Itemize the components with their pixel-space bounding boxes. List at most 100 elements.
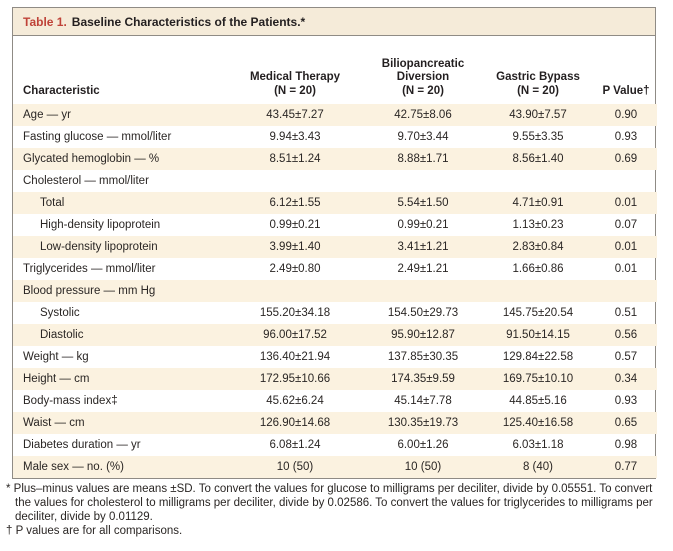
table-row: Total 6.12±1.55 5.54±1.50 4.71±0.91 0.01 bbox=[13, 192, 657, 214]
cell-gastric-bypass: 44.85±5.16 bbox=[509, 395, 567, 407]
cell-medical-therapy: 155.20±34.18 bbox=[259, 307, 331, 319]
table-row: Age — yr 43.45±7.27 42.75±8.06 43.90±7.57 0.… bbox=[13, 104, 657, 126]
cell-p-value: 0.98 bbox=[614, 439, 638, 451]
cell-gastric-bypass bbox=[481, 280, 595, 302]
cell-biliopancreatic-diversion: 95.90±12.87 bbox=[391, 329, 455, 341]
column-header-characteristic: Characteristic bbox=[23, 84, 100, 97]
table-row: Glycated hemoglobin — % 8.51±1.24 8.88±1.7… bbox=[13, 148, 657, 170]
cell-p-value: 0.69 bbox=[614, 153, 638, 165]
row-label: Weight — kg bbox=[23, 351, 89, 363]
row-label: Waist — cm bbox=[23, 417, 85, 429]
cell-gastric-bypass: 6.03±1.18 bbox=[512, 439, 564, 451]
cell-biliopancreatic-diversion: 6.00±1.26 bbox=[397, 439, 449, 451]
cell-medical-therapy: 3.99±1.40 bbox=[269, 241, 321, 253]
cell-medical-therapy: 6.12±1.55 bbox=[269, 197, 321, 209]
row-label: Blood pressure — mm Hg bbox=[23, 285, 156, 297]
cell-medical-therapy: 136.40±21.94 bbox=[259, 351, 331, 363]
cell-gastric-bypass: 1.13±0.23 bbox=[512, 219, 564, 231]
cell-medical-therapy bbox=[225, 280, 365, 302]
cell-p-value: 0.57 bbox=[614, 351, 638, 363]
footnote: * Plus–minus values are means ±SD. To co… bbox=[6, 483, 653, 523]
table-row: Triglycerides — mmol/liter 2.49±0.80 2.49±… bbox=[13, 258, 657, 280]
table-row: Body-mass index‡ 45.62±6.24 45.14±7.78 44.8… bbox=[13, 390, 657, 412]
table-body: Age — yr 43.45±7.27 42.75±8.06 43.90±7.57 0.… bbox=[13, 104, 657, 478]
table-header: Characteristic Medical Therapy (N = 20) Bil… bbox=[13, 36, 657, 104]
table-row: Blood pressure — mm Hg bbox=[13, 280, 657, 302]
cell-gastric-bypass: 125.40±16.58 bbox=[502, 417, 574, 429]
cell-medical-therapy: 6.08±1.24 bbox=[269, 439, 321, 451]
cell-p-value: 0.65 bbox=[614, 417, 638, 429]
row-label: Total bbox=[40, 197, 65, 209]
cell-biliopancreatic-diversion: 3.41±1.21 bbox=[397, 241, 449, 253]
cell-p-value: 0.77 bbox=[614, 461, 638, 473]
table-row: Low-density lipoprotein 3.99±1.40 3.41±1.2… bbox=[13, 236, 657, 258]
cell-gastric-bypass: 1.66±0.86 bbox=[512, 263, 564, 275]
cell-biliopancreatic-diversion: 10 (50) bbox=[404, 461, 442, 473]
row-label: High-density lipoprotein bbox=[40, 219, 161, 231]
table-row: Fasting glucose — mmol/liter 9.94±3.43 9.7… bbox=[13, 126, 657, 148]
cell-biliopancreatic-diversion: 0.99±0.21 bbox=[397, 219, 449, 231]
cell-p-value bbox=[595, 280, 657, 302]
row-label: Systolic bbox=[40, 307, 80, 319]
cell-biliopancreatic-diversion: 130.35±19.73 bbox=[387, 417, 459, 429]
table-row: Waist — cm 126.90±14.68 130.35±19.73 125.40… bbox=[13, 412, 657, 434]
column-header-biliopancreatic-diversion: Biliopancreatic Diversion (N = 20) bbox=[381, 57, 465, 97]
header-row: Characteristic Medical Therapy (N = 20) Bil… bbox=[13, 36, 657, 104]
cell-biliopancreatic-diversion: 137.85±30.35 bbox=[387, 351, 459, 363]
column-header-p-value: P Value† bbox=[602, 84, 650, 97]
row-label: Diastolic bbox=[40, 329, 84, 341]
cell-gastric-bypass: 145.75±20.54 bbox=[502, 307, 574, 319]
table-number: Table 1. bbox=[23, 14, 67, 29]
cell-gastric-bypass bbox=[481, 170, 595, 192]
cell-p-value bbox=[595, 170, 657, 192]
cell-p-value: 0.07 bbox=[614, 219, 638, 231]
table-title-bar: Table 1. Baseline Characteristics of the… bbox=[13, 8, 655, 36]
cell-medical-therapy: 2.49±0.80 bbox=[269, 263, 321, 275]
cell-biliopancreatic-diversion bbox=[365, 170, 481, 192]
row-label: Height — cm bbox=[23, 373, 90, 385]
table-row: Diabetes duration — yr 6.08±1.24 6.00±1.26… bbox=[13, 434, 657, 456]
row-label: Glycated hemoglobin — % bbox=[23, 153, 160, 165]
table-row: High-density lipoprotein 0.99±0.21 0.99±0.… bbox=[13, 214, 657, 236]
cell-p-value: 0.01 bbox=[614, 197, 638, 209]
table-row: Weight — kg 136.40±21.94 137.85±30.35 129.8… bbox=[13, 346, 657, 368]
cell-p-value: 0.56 bbox=[614, 329, 638, 341]
cell-p-value: 0.34 bbox=[614, 373, 638, 385]
table-row: Male sex — no. (%) 10 (50) 10 (50) 8 (40) 0.… bbox=[13, 456, 657, 478]
row-label: Cholesterol — mmol/liter bbox=[23, 175, 149, 187]
cell-gastric-bypass: 8 (40) bbox=[522, 461, 554, 473]
row-label: Triglycerides — mmol/liter bbox=[23, 263, 156, 275]
cell-biliopancreatic-diversion: 45.14±7.78 bbox=[394, 395, 452, 407]
cell-medical-therapy: 9.94±3.43 bbox=[269, 131, 321, 143]
cell-gastric-bypass: 91.50±14.15 bbox=[506, 329, 570, 341]
cell-medical-therapy: 126.90±14.68 bbox=[259, 417, 331, 429]
cell-p-value: 0.93 bbox=[614, 395, 638, 407]
table-row: Diastolic 96.00±17.52 95.90±12.87 91.50±14.… bbox=[13, 324, 657, 346]
cell-medical-therapy: 10 (50) bbox=[276, 461, 314, 473]
cell-biliopancreatic-diversion: 174.35±9.59 bbox=[391, 373, 455, 385]
cell-medical-therapy: 43.45±7.27 bbox=[266, 109, 324, 121]
cell-biliopancreatic-diversion: 2.49±1.21 bbox=[397, 263, 449, 275]
cell-medical-therapy: 172.95±10.66 bbox=[259, 373, 331, 385]
cell-medical-therapy: 45.62±6.24 bbox=[266, 395, 324, 407]
cell-medical-therapy: 0.99±0.21 bbox=[269, 219, 321, 231]
table-row: Height — cm 172.95±10.66 174.35±9.59 169.75… bbox=[13, 368, 657, 390]
cell-p-value: 0.90 bbox=[614, 109, 638, 121]
cell-biliopancreatic-diversion: 9.70±3.44 bbox=[397, 131, 449, 143]
cell-biliopancreatic-diversion: 5.54±1.50 bbox=[397, 197, 449, 209]
row-label: Male sex — no. (%) bbox=[23, 461, 124, 473]
baseline-characteristics-table: Characteristic Medical Therapy (N = 20) Bil… bbox=[13, 36, 657, 478]
cell-p-value: 0.93 bbox=[614, 131, 638, 143]
row-label: Low-density lipoprotein bbox=[40, 241, 158, 253]
cell-gastric-bypass: 169.75±10.10 bbox=[502, 373, 574, 385]
column-header-gastric-bypass: Gastric Bypass (N = 20) bbox=[496, 71, 580, 97]
row-label: Diabetes duration — yr bbox=[23, 439, 141, 451]
cell-biliopancreatic-diversion: 8.88±1.71 bbox=[397, 153, 449, 165]
row-label: Age — yr bbox=[23, 109, 71, 121]
footnote: † P values are for all comparisons. bbox=[6, 525, 183, 537]
column-header-medical-therapy: Medical Therapy (N = 20) bbox=[249, 71, 341, 97]
cell-biliopancreatic-diversion: 154.50±29.73 bbox=[387, 307, 459, 319]
cell-gastric-bypass: 4.71±0.91 bbox=[512, 197, 564, 209]
cell-medical-therapy: 96.00±17.52 bbox=[263, 329, 327, 341]
